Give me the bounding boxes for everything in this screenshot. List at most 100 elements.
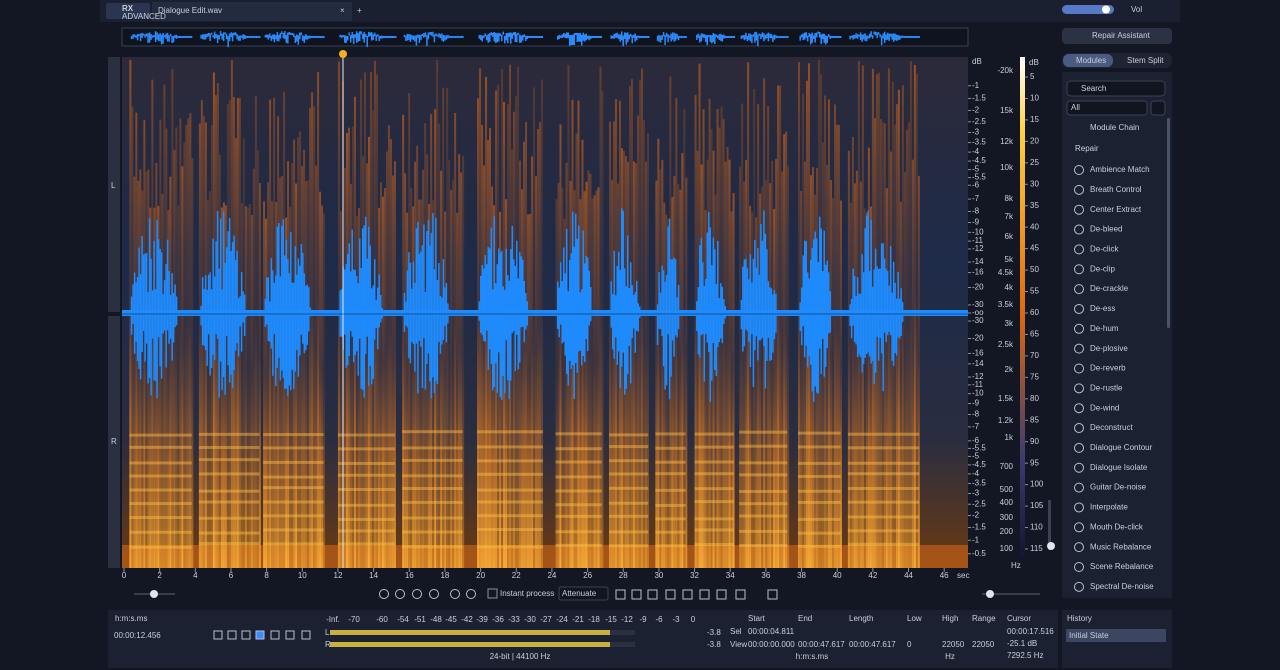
overview-wave xyxy=(524,34,526,37)
module-item[interactable]: Music Rebalance xyxy=(1090,542,1152,551)
transport-button[interactable] xyxy=(256,631,264,639)
module-item[interactable]: De-wind xyxy=(1090,403,1119,412)
module-item[interactable]: De-hum xyxy=(1090,324,1119,333)
module-scrollbar[interactable] xyxy=(1167,118,1170,328)
module-item[interactable]: Dialogue Contour xyxy=(1090,443,1153,452)
overview-wave xyxy=(480,35,482,40)
time-tick-label: 10 xyxy=(298,571,307,580)
energy xyxy=(701,164,703,568)
zoom-knob[interactable] xyxy=(1047,542,1055,550)
energy xyxy=(448,160,450,568)
waveform xyxy=(873,269,875,384)
module-item[interactable]: De-bleed xyxy=(1090,225,1122,234)
overview-wave xyxy=(725,36,727,38)
overview-wave xyxy=(434,35,436,43)
waveform xyxy=(513,259,515,331)
overview-wave xyxy=(658,35,660,42)
overview-wave xyxy=(143,34,145,36)
energy xyxy=(145,172,147,568)
overview-wave xyxy=(438,33,440,37)
energy xyxy=(179,118,181,568)
close-tab[interactable]: × xyxy=(340,6,345,15)
waveform xyxy=(775,294,777,333)
overview-wave xyxy=(840,36,842,38)
module-item[interactable]: Guitar De-noise xyxy=(1090,483,1147,492)
new-tab[interactable]: + xyxy=(357,6,362,15)
waveform xyxy=(417,222,419,394)
energy xyxy=(380,182,382,568)
overview-wave xyxy=(838,36,840,38)
overview-wave xyxy=(810,34,812,44)
overview-wave xyxy=(786,36,788,38)
db-tick-label: -8 xyxy=(972,207,980,216)
module-item[interactable]: De-plosive xyxy=(1090,344,1128,353)
filter-menu[interactable] xyxy=(1151,101,1165,115)
waveform xyxy=(504,290,506,393)
module-item[interactable]: Breath Control xyxy=(1090,185,1142,194)
energy xyxy=(685,178,687,568)
waveform xyxy=(208,275,210,335)
overview-wave xyxy=(497,33,499,42)
module-item[interactable]: De-ess xyxy=(1090,304,1115,313)
waveform xyxy=(621,208,623,366)
db-tick-label: -1 xyxy=(972,81,980,90)
overview-wave xyxy=(660,36,662,43)
harmonic xyxy=(199,472,260,475)
harmonic xyxy=(402,459,463,462)
overview-wave xyxy=(698,34,700,38)
overview-wave xyxy=(170,34,172,37)
module-item[interactable]: Center Extract xyxy=(1090,205,1142,214)
module-item[interactable]: De-rustle xyxy=(1090,383,1123,392)
freq-tick-label: 3k xyxy=(1005,319,1014,328)
waveform xyxy=(572,212,574,365)
harmonic xyxy=(555,544,601,547)
play-slider-knob[interactable] xyxy=(150,590,158,598)
overview-wave xyxy=(748,33,750,39)
overview-wave xyxy=(452,36,454,38)
module-item[interactable]: Deconstruct xyxy=(1090,423,1133,432)
module-item[interactable]: De-crackle xyxy=(1090,284,1129,293)
overview-wave xyxy=(685,36,687,38)
waveform xyxy=(748,279,750,342)
h-zoom-knob[interactable] xyxy=(986,590,994,598)
overview-wave xyxy=(153,35,155,37)
overview-wave xyxy=(353,35,355,44)
waveform xyxy=(660,293,662,330)
energy xyxy=(779,86,781,568)
volume-knob[interactable] xyxy=(1102,6,1110,14)
history-item[interactable]: Initial State xyxy=(1069,631,1109,640)
overview-wave xyxy=(751,35,753,43)
harmonic xyxy=(655,489,685,492)
overview-wave xyxy=(875,32,877,36)
module-item[interactable]: Ambience Match xyxy=(1090,165,1150,174)
overview-wave xyxy=(521,36,523,43)
module-item[interactable]: De-clip xyxy=(1090,264,1115,273)
overview-wave xyxy=(289,32,291,35)
module-item[interactable]: Scene Rebalance xyxy=(1090,562,1154,571)
module-item[interactable]: Interpolate xyxy=(1090,503,1128,512)
energy xyxy=(731,211,733,568)
module-item[interactable]: Spectral De-noise xyxy=(1090,582,1154,591)
module-item[interactable]: De-click xyxy=(1090,245,1119,254)
module-item[interactable]: Mouth De-click xyxy=(1090,522,1144,531)
energy xyxy=(840,201,842,568)
overview-wave xyxy=(573,33,575,45)
module-item[interactable]: Dialogue Isolate xyxy=(1090,463,1148,472)
waveform xyxy=(135,282,137,342)
overview-wave xyxy=(572,35,574,45)
playhead-marker[interactable] xyxy=(339,50,347,58)
energy xyxy=(458,154,460,568)
overview-wave xyxy=(784,36,786,38)
waveform xyxy=(206,290,208,366)
overview-wave xyxy=(857,34,859,39)
overview-wave xyxy=(311,36,313,38)
overview-wave xyxy=(619,34,621,41)
energy xyxy=(483,166,485,568)
module-item[interactable]: De-reverb xyxy=(1090,364,1126,373)
waveform xyxy=(362,228,364,390)
waveform xyxy=(176,296,178,325)
overview-wave xyxy=(560,36,562,38)
waveform xyxy=(305,286,307,350)
meter-scale-label: -12 xyxy=(621,615,633,624)
overview-wave xyxy=(200,35,202,39)
